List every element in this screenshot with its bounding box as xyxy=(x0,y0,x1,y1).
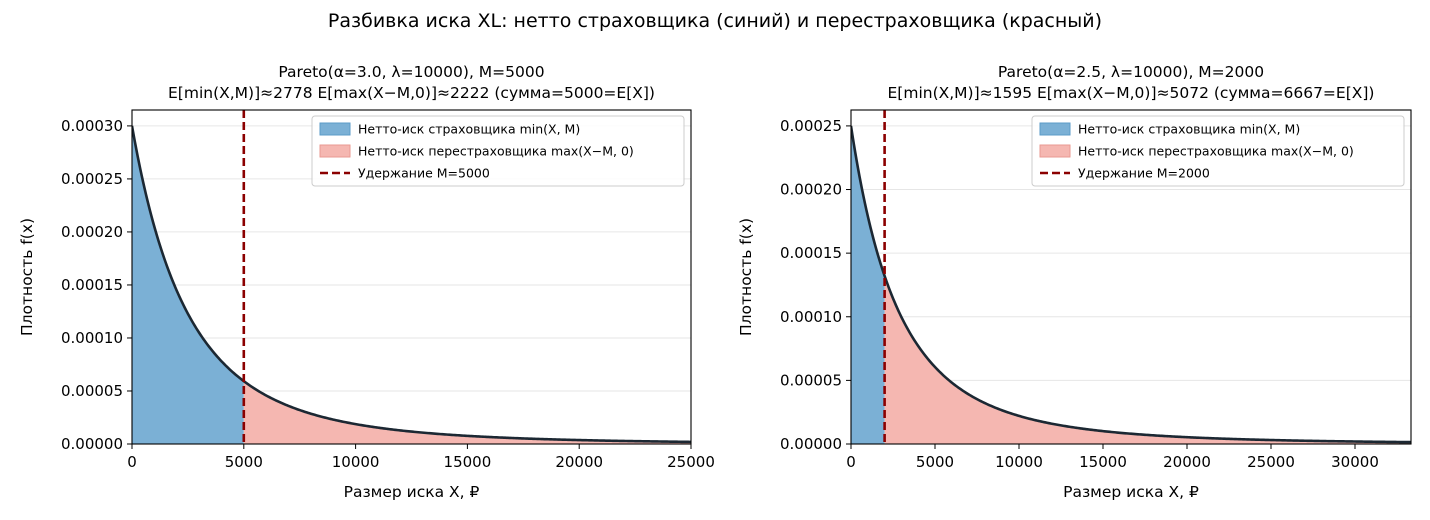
y-axis-label: Плотность f(x) xyxy=(18,218,36,336)
insurer-net-claim-area xyxy=(851,125,885,444)
plot-area xyxy=(851,110,1411,444)
y-tick-label-5: 0.00025 xyxy=(61,170,123,188)
legend-label-1: Нетто-иск перестраховщика max(X−M, 0) xyxy=(1078,144,1354,159)
y-tick-label-3: 0.00015 xyxy=(61,276,123,294)
x-tick-label-4: 20000 xyxy=(555,453,603,471)
figure-suptitle: Разбивка иска XL: нетто страховщика (син… xyxy=(328,10,1102,32)
y-tick-label-0: 0.00000 xyxy=(780,435,842,453)
panel-title-line1: Pareto(α=3.0, λ=10000), M=5000 xyxy=(278,63,544,81)
insurer-net-claim-area xyxy=(132,125,244,444)
x-axis-label: Размер иска X, ₽ xyxy=(1063,483,1199,501)
x-tick-label-5: 25000 xyxy=(667,453,715,471)
density-curve xyxy=(851,125,1411,444)
axes-frame xyxy=(131,109,692,445)
legend-label-2: Удержание M=5000 xyxy=(358,166,490,181)
reinsurer-net-claim-area xyxy=(884,275,1411,444)
axes-frame xyxy=(850,109,1412,445)
plot-area xyxy=(132,110,691,444)
reinsurer-net-claim-area xyxy=(243,381,691,444)
x-tick-label-5: 25000 xyxy=(1247,453,1295,471)
legend-label-0: Нетто-иск страховщика min(X, M) xyxy=(358,122,580,137)
y-tick-label-1: 0.00005 xyxy=(61,382,123,400)
x-tick-label-2: 10000 xyxy=(332,453,380,471)
x-tick-label-6: 30000 xyxy=(1331,453,1379,471)
legend-label-2: Удержание M=2000 xyxy=(1078,166,1210,181)
y-tick-label-3: 0.00015 xyxy=(780,244,842,262)
y-tick-label-6: 0.00030 xyxy=(61,117,123,135)
y-tick-label-1: 0.00005 xyxy=(780,371,842,389)
legend-swatch-1 xyxy=(1039,144,1071,158)
y-tick-label-4: 0.00020 xyxy=(61,223,123,241)
chart-panel-2: 0 5000 10000 15000 20000 25000 30000 0.00000 0.0… xyxy=(737,63,1412,501)
x-axis-label: Размер иска X, ₽ xyxy=(344,483,480,501)
legend-label-0: Нетто-иск страховщика min(X, M) xyxy=(1078,122,1300,137)
legend-label-1: Нетто-иск перестраховщика max(X−M, 0) xyxy=(358,144,634,159)
x-tick-label-0: 0 xyxy=(127,453,137,471)
x-tick-label-1: 5000 xyxy=(916,453,954,471)
y-tick-label-0: 0.00000 xyxy=(61,435,123,453)
legend: Нетто-иск страховщика min(X, M) Нетто-иск… xyxy=(1031,115,1405,187)
panel-title-line1: Pareto(α=2.5, λ=10000), M=2000 xyxy=(998,63,1264,81)
y-axis-label: Плотность f(x) xyxy=(737,218,755,336)
legend-swatch-1 xyxy=(319,144,351,158)
y-tick-label-2: 0.00010 xyxy=(61,329,123,347)
x-tick-label-3: 15000 xyxy=(444,453,492,471)
panel-title-line2: E[min(X,M)]≈1595 E[max(X−M,0)]≈5072 (сум… xyxy=(888,84,1375,102)
x-tick-label-0: 0 xyxy=(846,453,856,471)
y-tick-label-2: 0.00010 xyxy=(780,308,842,326)
legend: Нетто-иск страховщика min(X, M) Нетто-иск… xyxy=(311,115,685,187)
y-tick-label-4: 0.00020 xyxy=(780,181,842,199)
density-curve xyxy=(132,125,691,444)
y-tick-label-5: 0.00025 xyxy=(780,117,842,135)
x-tick-label-1: 5000 xyxy=(225,453,263,471)
legend-box xyxy=(311,115,685,187)
x-tick-label-4: 20000 xyxy=(1163,453,1211,471)
legend-box xyxy=(1031,115,1405,187)
x-tick-label-3: 15000 xyxy=(1079,453,1127,471)
legend-swatch-0 xyxy=(319,122,351,136)
x-tick-label-2: 10000 xyxy=(995,453,1043,471)
legend-swatch-0 xyxy=(1039,122,1071,136)
panel-title-line2: E[min(X,M)]≈2778 E[max(X−M,0)]≈2222 (сум… xyxy=(168,84,655,102)
chart-panel-1: 0 5000 10000 15000 20000 25000 0.00000 0.00005 0… xyxy=(18,63,715,501)
